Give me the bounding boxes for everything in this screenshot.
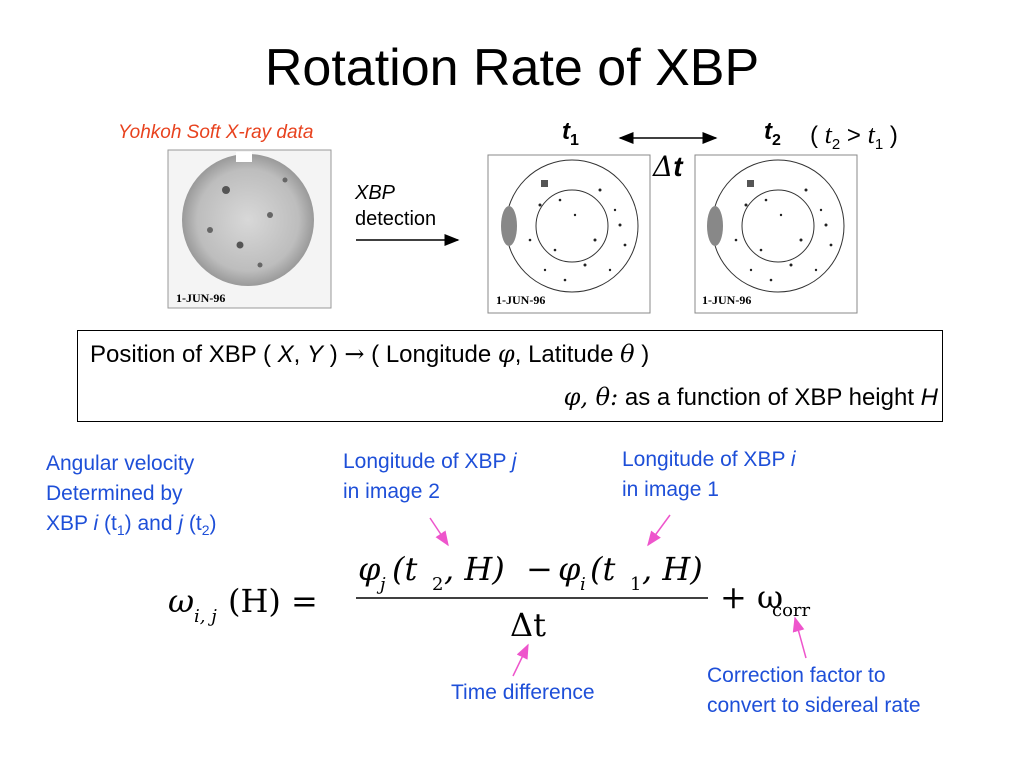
t1-label: t1: [562, 118, 579, 149]
eq-denominator: Δt: [510, 606, 546, 644]
pointer-longitude-j: [429, 517, 449, 547]
date-label-2: 1-JUN-96: [496, 293, 545, 307]
slide-title: Rotation Rate of XBP: [264, 39, 760, 97]
pointer-time-difference: [512, 643, 529, 677]
eq-lhs-arg: (H) =: [228, 582, 318, 620]
angular-velocity-annotation: Angular velocity Determined by XBP i (t1…: [46, 452, 217, 539]
date-label-3: 1-JUN-96: [702, 293, 751, 307]
longitude-i-annotation: Longitude of XBP i in image 1: [622, 448, 796, 501]
pointer-longitude-i: [647, 514, 671, 547]
xbp-detection-line2: detection: [355, 208, 437, 230]
position-line-2: φ, θ: as a function of XBP height H: [563, 383, 938, 411]
eq-omega: ω: [168, 582, 194, 620]
eq-num-t2: 2: [432, 574, 443, 595]
source-label: Yohkoh Soft X-ray data: [118, 122, 314, 143]
longitude-j-annotation: Longitude of XBP j in image 2: [343, 450, 517, 503]
position-box: [77, 330, 943, 422]
time-condition: ( t2 > t1 ): [810, 120, 898, 153]
delta-t-label: Δt: [653, 150, 683, 183]
correction-annotation: Correction factor to convert to sidereal…: [707, 664, 921, 717]
yohkoh-image: 1-JUN-96: [167, 149, 332, 309]
eq-num-j-end: , H): [444, 550, 505, 588]
eq-num-i-end: , H): [642, 550, 703, 588]
eq-num-j-arg: (t: [392, 550, 417, 588]
sun-disk: [182, 154, 314, 286]
date-label-1: 1-JUN-96: [176, 291, 225, 305]
eq-plus-omega: + ω: [720, 578, 783, 616]
pointer-correction: [792, 616, 807, 659]
eq-corr: corr: [772, 600, 811, 621]
processed-image-t1: 1-JUN-96: [487, 154, 651, 314]
xbp-detection-line1: XBP: [355, 182, 396, 204]
position-line-1: Position of XBP ( X, Y ) → ( Longitude φ…: [90, 340, 650, 368]
eq-num-t1: 1: [630, 574, 641, 595]
eq-sub-j: j: [376, 574, 386, 595]
eq-sub-i: i: [580, 574, 586, 595]
processed-image-t2: 1-JUN-96: [694, 154, 858, 314]
t2-label: t2: [764, 118, 781, 149]
eq-num-i-arg: (t: [590, 550, 615, 588]
rotation-rate-equation: ω i, j (H) = φ j (t 2 , H) − φ i (t 1 , …: [168, 550, 811, 644]
eq-phi-j: φ: [358, 550, 381, 588]
eq-minus: −: [526, 550, 553, 588]
xbp-detection-label: XBP detection: [355, 180, 436, 232]
image-panel: 1-JUN-96 1-JUN-96 1-JUN-9: [167, 132, 858, 314]
eq-phi-i: φ: [558, 550, 581, 588]
eq-sub-ij: i, j: [194, 606, 217, 627]
time-difference-annotation: Time difference: [451, 681, 595, 704]
